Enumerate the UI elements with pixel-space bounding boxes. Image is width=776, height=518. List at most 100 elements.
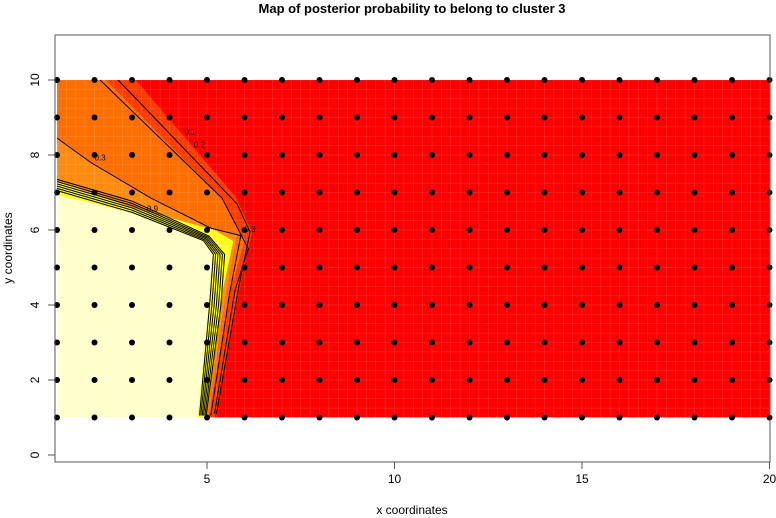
data-point: [654, 114, 660, 121]
x-tick-label: 15: [575, 472, 589, 486]
chart-title: Map of posterior probability to belong t…: [259, 1, 566, 16]
sample-points: [54, 77, 773, 421]
data-point: [204, 377, 210, 383]
contour-0.5: [56, 181, 223, 416]
data-point: [279, 414, 285, 421]
data-point: [616, 302, 623, 308]
data-point: [91, 302, 98, 308]
data-point: [429, 339, 435, 346]
data-point: [166, 152, 173, 158]
contour-label: 0.1: [185, 127, 197, 136]
data-point: [279, 189, 285, 196]
contour-label: 0.9: [147, 204, 159, 213]
data-point: [579, 77, 585, 83]
y-tick-label: 2: [28, 376, 42, 383]
y-tick-label: 6: [28, 226, 42, 233]
contour-0.6: [56, 183, 221, 416]
data-point: [691, 152, 698, 158]
data-point: [616, 189, 623, 196]
data-point: [616, 377, 623, 383]
y-axis-title: y coordinates: [1, 212, 15, 283]
data-point: [204, 189, 210, 196]
data-point: [166, 377, 173, 383]
data-point: [729, 264, 735, 271]
data-point: [466, 152, 473, 158]
data-point: [541, 189, 548, 196]
data-point: [504, 414, 510, 421]
data-point: [391, 264, 398, 271]
data-point: [241, 377, 248, 383]
data-point: [279, 152, 285, 158]
data-point: [354, 227, 360, 233]
data-point: [279, 377, 285, 383]
data-point: [166, 189, 173, 196]
x-tick-label: 10: [388, 472, 402, 486]
contour-0.8: [56, 187, 217, 416]
data-point: [279, 77, 285, 83]
data-point: [166, 114, 173, 121]
data-point: [616, 152, 623, 158]
data-point: [316, 189, 323, 196]
data-point: [654, 414, 660, 421]
data-point: [204, 114, 210, 121]
data-point: [466, 77, 473, 83]
data-point: [654, 77, 660, 83]
data-point: [429, 189, 435, 196]
data-point: [354, 114, 360, 121]
plot-frame: [54, 34, 771, 463]
data-point: [391, 377, 398, 383]
data-point: [166, 264, 173, 271]
data-point: [316, 152, 323, 158]
data-point: [504, 114, 510, 121]
data-point: [391, 414, 398, 421]
data-point: [691, 77, 698, 83]
data-point: [541, 414, 548, 421]
data-point: [541, 152, 548, 158]
data-point: [129, 302, 135, 308]
data-point: [204, 77, 210, 83]
data-point: [729, 339, 735, 346]
data-point: [354, 264, 360, 271]
data-point: [91, 114, 98, 121]
data-point: [354, 152, 360, 158]
data-point: [466, 227, 473, 233]
data-point: [241, 339, 248, 346]
data-point: [316, 77, 323, 83]
data-point: [129, 339, 135, 346]
data-point: [279, 227, 285, 233]
data-point: [129, 152, 135, 158]
data-point: [316, 114, 323, 121]
data-point: [729, 302, 735, 308]
data-point: [354, 302, 360, 308]
data-point: [579, 302, 585, 308]
data-point: [466, 189, 473, 196]
contour-label: 0.3: [95, 154, 107, 163]
plot-area: 0.1 0.2 0.3 0.9 0.3 5 10 15 20 0 2 4 6 8 10: [28, 34, 776, 486]
data-point: [541, 302, 548, 308]
data-point: [129, 114, 135, 121]
data-point: [616, 77, 623, 83]
contours: [56, 79, 251, 416]
data-point: [504, 339, 510, 346]
data-point: [241, 414, 248, 421]
data-point: [729, 114, 735, 121]
data-point: [429, 227, 435, 233]
data-point: [91, 414, 98, 421]
data-point: [129, 377, 135, 383]
data-point: [166, 77, 173, 83]
data-point: [316, 414, 323, 421]
data-point: [91, 227, 98, 233]
x-tick-label: 20: [763, 472, 776, 486]
data-point: [316, 377, 323, 383]
data-point: [729, 152, 735, 158]
data-point: [429, 114, 435, 121]
contour-0.1: [117, 79, 251, 414]
data-point: [429, 302, 435, 308]
data-point: [466, 339, 473, 346]
contour-label: 0.3: [245, 225, 257, 234]
data-point: [654, 152, 660, 158]
data-point: [504, 302, 510, 308]
data-point: [241, 152, 248, 158]
data-point: [166, 302, 173, 308]
